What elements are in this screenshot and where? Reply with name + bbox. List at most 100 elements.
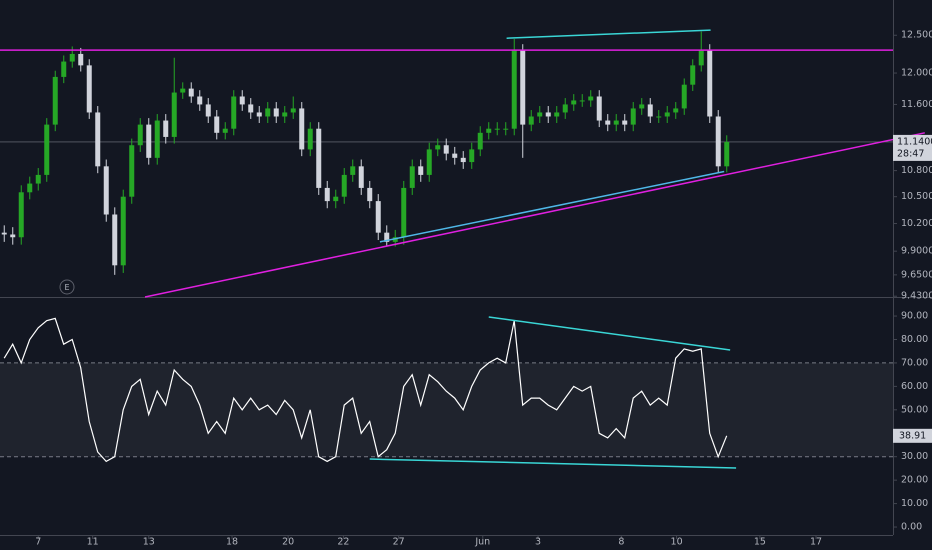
candle-body <box>622 120 628 125</box>
candle-body <box>52 76 58 125</box>
candle-body <box>435 145 441 150</box>
candle-body <box>426 149 432 175</box>
candle-body <box>715 116 721 167</box>
candle-body <box>486 128 492 133</box>
candle-body <box>61 61 67 77</box>
event-marker-circle <box>59 279 75 295</box>
rsi-line <box>3 317 728 463</box>
candle-body <box>477 132 483 150</box>
candle-body <box>10 234 16 238</box>
x-tick-label: 20 <box>282 537 294 548</box>
x-tick-label: 17 <box>810 537 822 548</box>
candle-body <box>460 157 466 163</box>
candle-body <box>350 166 356 175</box>
candle-body <box>528 116 534 125</box>
candle-body <box>197 96 203 105</box>
candle-body <box>724 141 730 167</box>
candle-body <box>282 112 288 117</box>
last-price-label: 11.1400 <box>897 136 932 147</box>
candle-body <box>545 112 551 117</box>
y-tick-label: 20.00 <box>901 475 928 486</box>
candle-body <box>647 104 653 117</box>
candle-body <box>265 108 271 117</box>
y-tick-label: 10.2000 <box>901 218 932 229</box>
candle-body <box>554 112 560 117</box>
last-price-box <box>893 134 932 161</box>
countdown-label: 28:47 <box>897 148 924 159</box>
candle-body <box>103 166 109 215</box>
y-tick-label: 60.00 <box>901 381 928 392</box>
candle-body <box>146 124 152 158</box>
candle-body <box>511 50 517 129</box>
y-tick-label: 10.00 <box>901 498 928 509</box>
candle-body <box>358 166 364 188</box>
candle-body <box>503 128 509 130</box>
candle-body <box>18 192 24 238</box>
candle-body <box>154 120 160 158</box>
candle-body <box>35 174 41 184</box>
candle-body <box>656 116 662 118</box>
candle-body <box>639 104 645 109</box>
candle-body <box>69 53 75 62</box>
candle-body <box>188 88 194 97</box>
candle-body <box>316 128 322 188</box>
x-tick-label: 3 <box>535 537 541 548</box>
rsi-value-box <box>893 428 932 443</box>
candle-body <box>384 232 390 242</box>
candle-body <box>562 104 568 113</box>
candle-body <box>256 112 262 117</box>
candle-body <box>588 96 594 101</box>
candle-body <box>180 88 186 93</box>
trend-line <box>369 458 737 469</box>
candle-body <box>324 187 330 202</box>
candle-body <box>86 65 92 113</box>
candle-body <box>341 174 347 197</box>
candle-body <box>112 214 118 266</box>
candle-body <box>418 166 424 175</box>
y-tick-label: 9.6500 <box>901 269 932 280</box>
y-tick-label: 50.00 <box>901 404 928 415</box>
candle-body <box>290 108 296 113</box>
candle-body <box>630 108 636 125</box>
candle-body <box>307 128 313 150</box>
y-tick-label: 9.9000 <box>901 246 932 257</box>
candle-body <box>452 153 458 158</box>
candle-body <box>494 128 500 130</box>
candle-body <box>571 100 577 105</box>
candle-body <box>95 112 101 167</box>
candle-body <box>248 104 254 113</box>
event-marker: E <box>59 279 75 295</box>
candle-body <box>231 96 237 129</box>
y-tick-label: 90.00 <box>901 311 928 322</box>
y-tick-label: 12.0000 <box>901 68 932 79</box>
trend-line <box>506 29 711 39</box>
y-tick-label: 12.5000 <box>901 30 932 41</box>
candle-body <box>273 108 279 117</box>
candle-body <box>222 128 228 133</box>
trend-line <box>379 170 725 243</box>
candle-body <box>392 237 398 242</box>
x-tick-label: Jun <box>474 537 490 548</box>
candle-body <box>443 145 449 154</box>
candle-body <box>613 120 619 125</box>
candle-body <box>469 149 475 163</box>
y-tick-label: 10.8000 <box>901 165 932 176</box>
candle-body <box>163 120 169 137</box>
candle-body <box>129 145 135 197</box>
candle-body <box>120 196 126 266</box>
candle-body <box>409 166 415 188</box>
x-tick-label: 8 <box>618 537 624 548</box>
candle-body <box>239 96 245 105</box>
rsi-band-fill <box>0 362 893 457</box>
candle-body <box>664 112 670 117</box>
candle-body <box>698 50 704 66</box>
candle-body <box>401 187 407 238</box>
x-tick-label: 7 <box>35 537 41 548</box>
candle-body <box>579 100 585 102</box>
candle-body <box>214 116 220 133</box>
candle-body <box>27 183 33 193</box>
candle-body <box>596 96 602 121</box>
candle-body <box>375 201 381 233</box>
rsi-value-label: 38.91 <box>899 430 926 441</box>
